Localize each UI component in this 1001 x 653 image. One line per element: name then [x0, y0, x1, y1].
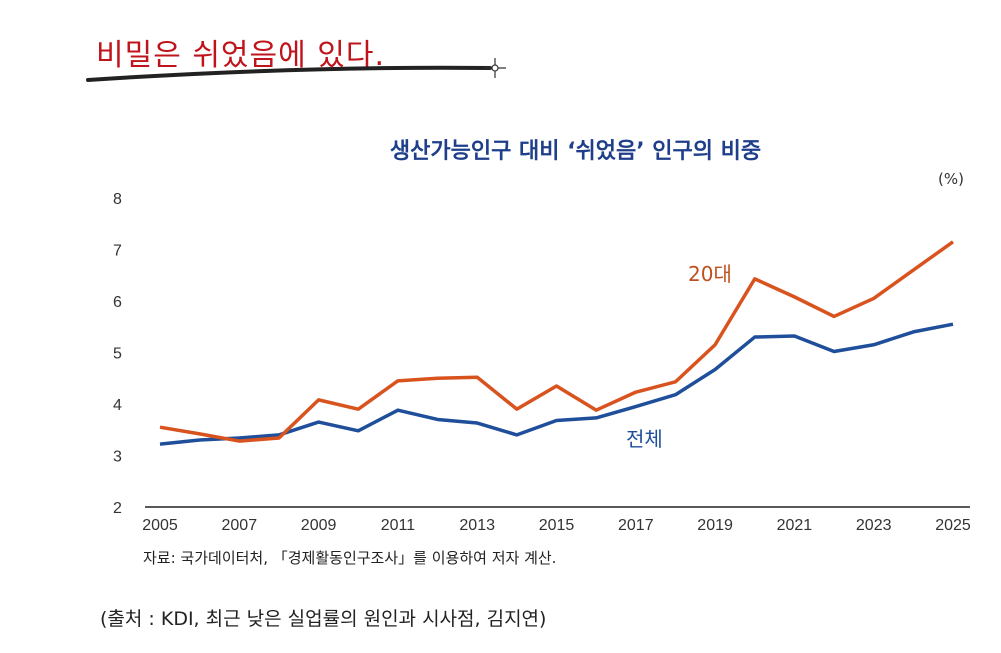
chart-title: 생산가능인구 대비 ‘쉬었음’ 인구의 비중	[389, 139, 762, 164]
x-tick-label: 2013	[459, 517, 495, 534]
y-tick-label: 3	[113, 449, 122, 466]
series-label-total: 전체	[626, 427, 663, 451]
cursor-icon	[484, 58, 506, 78]
source-note: 자료: 국가데이터처, 「경제활동인구조사」를 이용하여 저자 계산.	[143, 549, 557, 567]
y-tick-label: 7	[113, 243, 122, 260]
y-tick-label: 4	[113, 397, 122, 414]
x-tick-label: 2009	[301, 517, 337, 534]
y-tick-label: 8	[113, 191, 122, 208]
series-line-total	[159, 322, 954, 446]
headline-underline	[86, 65, 492, 82]
y-tick-label: 5	[113, 346, 122, 363]
x-tick-label: 2015	[539, 517, 575, 534]
series-line-20s	[159, 240, 955, 443]
x-tick-label: 2023	[856, 517, 892, 534]
x-tick-label: 2007	[222, 517, 258, 534]
unit-label: (%)	[938, 170, 964, 188]
x-tick-label: 2017	[618, 517, 654, 534]
series-label-20s: 20대	[688, 262, 732, 286]
x-tick-label: 2019	[697, 517, 733, 534]
x-tick-label: 2021	[777, 517, 813, 534]
y-tick-label: 6	[113, 294, 122, 311]
y-tick-label: 2	[113, 500, 122, 517]
x-tick-label: 2025	[935, 517, 971, 534]
x-tick-label: 2005	[142, 517, 178, 534]
citation: (출처 : KDI, 최근 낮은 실업률의 원인과 시사점, 김지연)	[100, 608, 547, 630]
x-tick-label: 2011	[381, 517, 416, 534]
